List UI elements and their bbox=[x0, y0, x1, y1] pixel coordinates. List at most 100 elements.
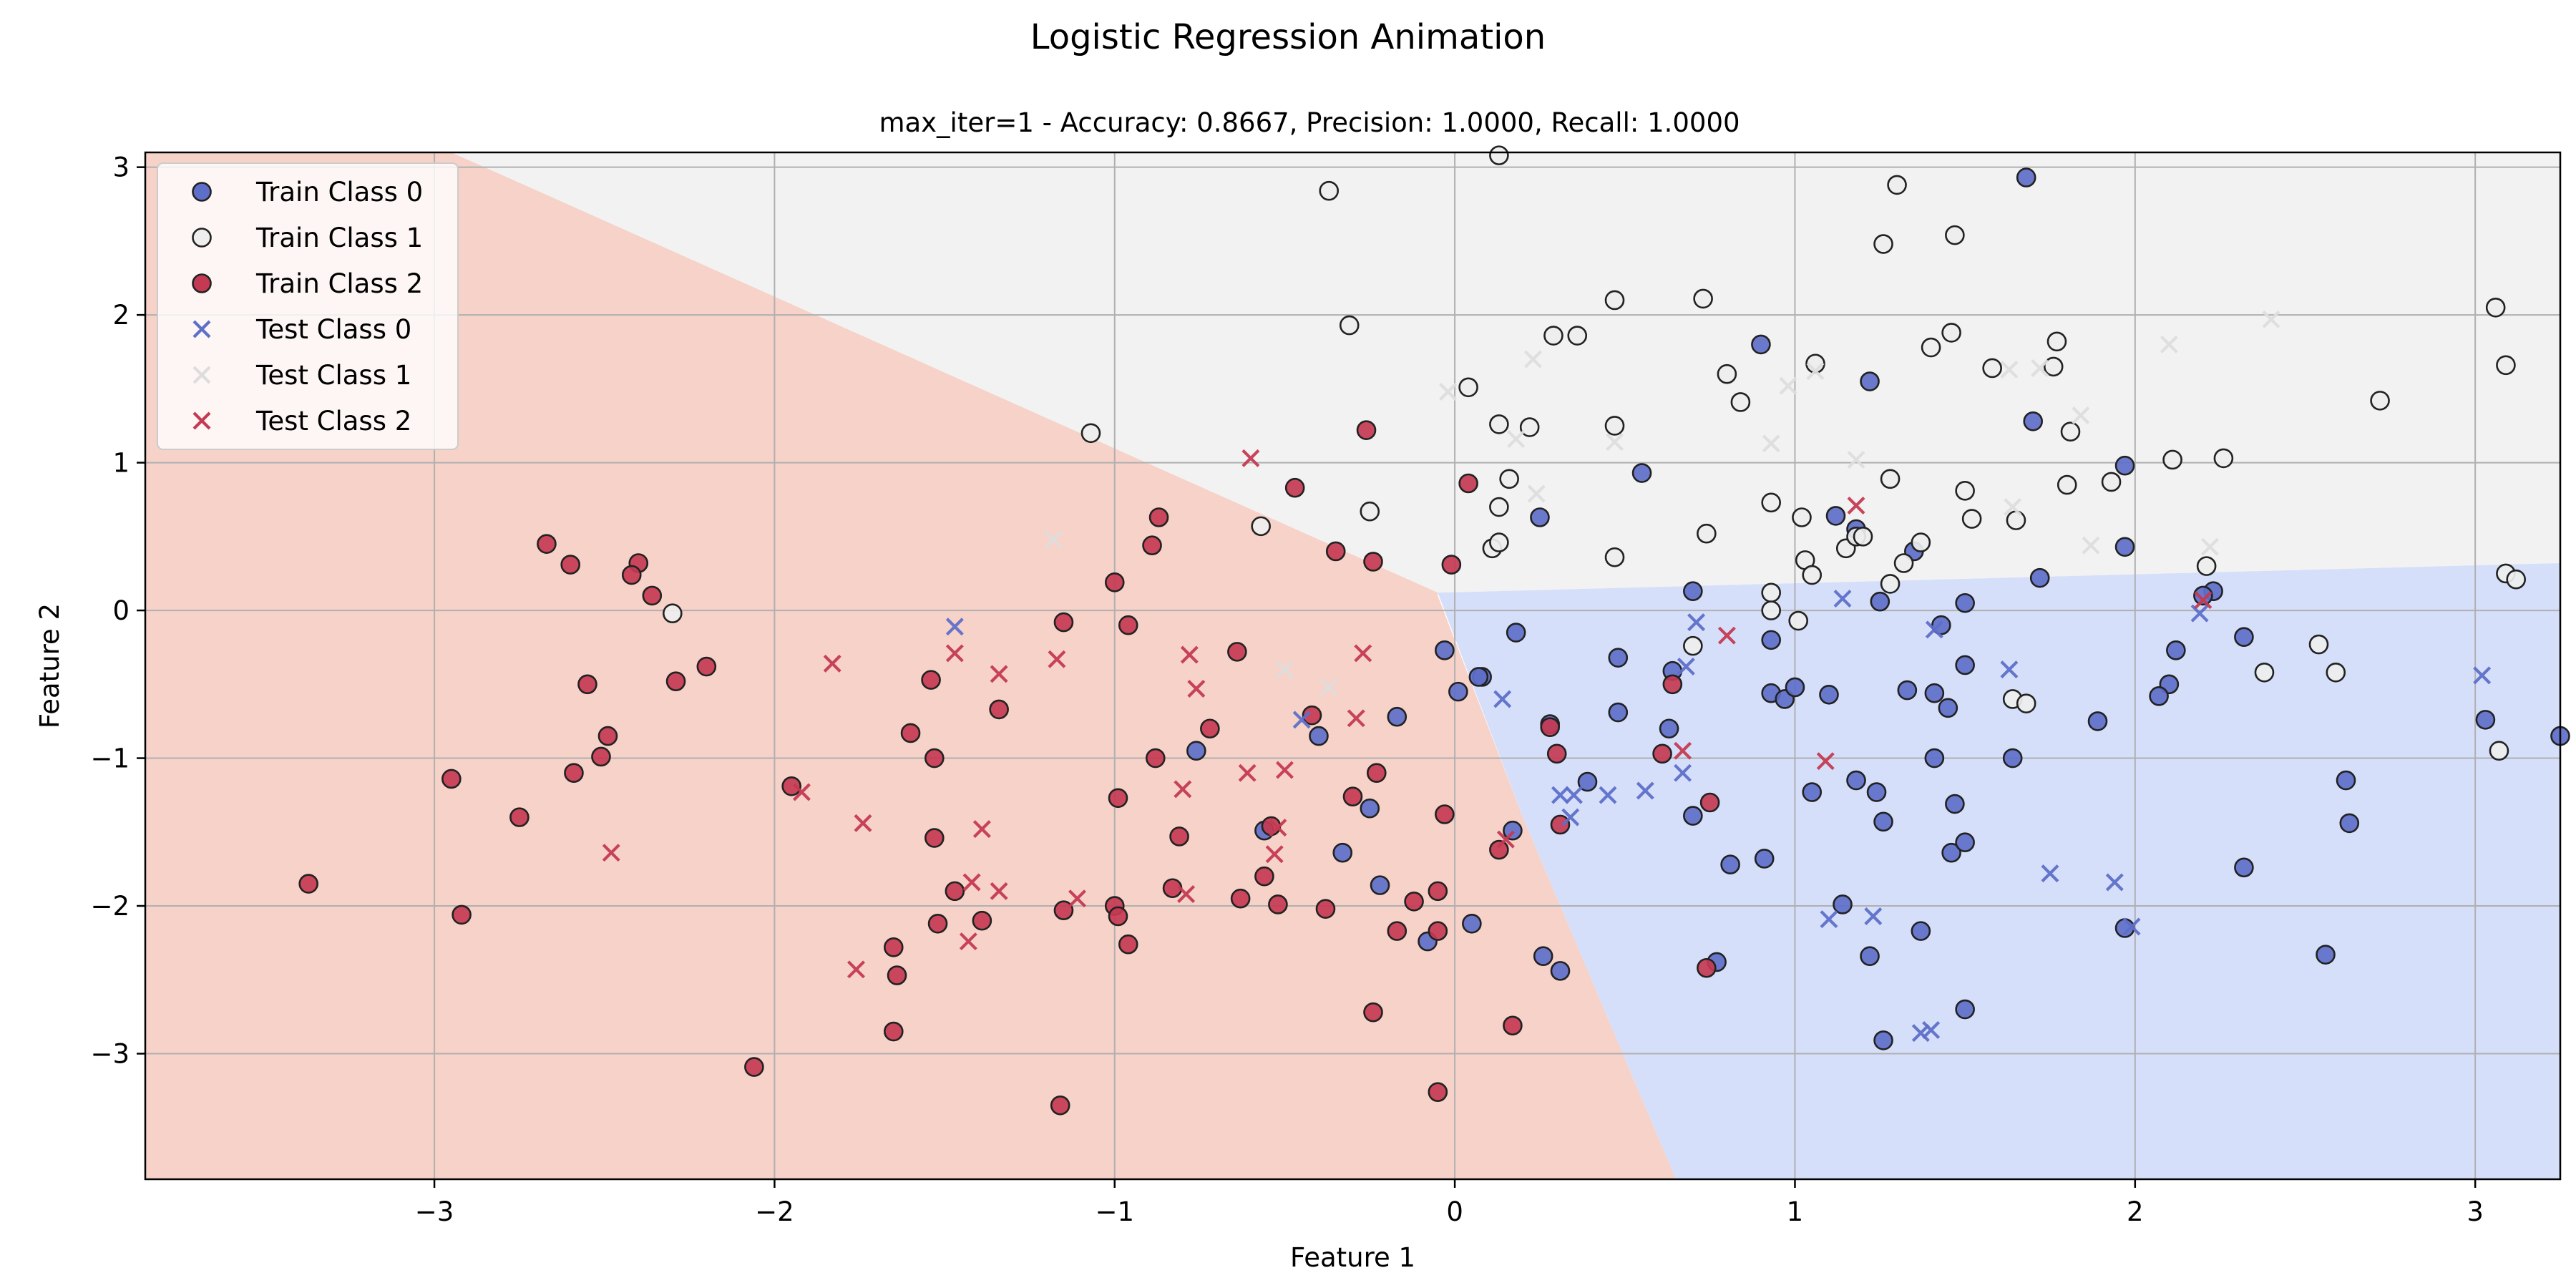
point-test-class-0 bbox=[1564, 786, 1583, 804]
axes-title: max_iter=1 - Accuracy: 0.8667, Precision… bbox=[879, 107, 1740, 138]
axes-frame bbox=[144, 151, 2562, 1181]
point-train-class-2 bbox=[1053, 900, 1074, 921]
point-test-class-1 bbox=[1439, 383, 1458, 401]
point-train-class-2 bbox=[1145, 748, 1166, 769]
point-train-class-0 bbox=[1955, 999, 1975, 1020]
point-train-class-2 bbox=[642, 585, 663, 606]
point-train-class-1 bbox=[1955, 481, 1975, 501]
point-train-class-1 bbox=[2016, 693, 2036, 713]
point-test-class-2 bbox=[1241, 449, 1260, 467]
point-test-class-0 bbox=[2105, 873, 2124, 892]
point-test-class-0 bbox=[1820, 910, 1838, 929]
point-train-class-0 bbox=[2336, 770, 2356, 791]
point-train-class-0 bbox=[1533, 946, 1553, 967]
point-train-class-1 bbox=[1604, 416, 1625, 436]
point-train-class-0 bbox=[1550, 961, 1571, 981]
point-train-class-2 bbox=[509, 807, 530, 827]
point-train-class-1 bbox=[2496, 355, 2516, 376]
point-test-class-1 bbox=[1527, 484, 1546, 503]
point-test-class-2 bbox=[1177, 885, 1196, 903]
point-train-class-1 bbox=[1543, 326, 1563, 346]
y-tick-label: 0 bbox=[112, 595, 130, 626]
point-train-class-0 bbox=[1608, 702, 1629, 723]
point-train-class-0 bbox=[1462, 913, 1482, 934]
point-train-class-2 bbox=[1550, 814, 1571, 835]
point-train-class-1 bbox=[1761, 582, 1781, 603]
y-tick-label: 1 bbox=[112, 448, 130, 479]
point-train-class-2 bbox=[1050, 1095, 1070, 1116]
point-train-class-2 bbox=[972, 910, 992, 931]
point-train-class-0 bbox=[1387, 706, 1407, 727]
y-tick-label: 2 bbox=[112, 300, 130, 331]
point-train-class-2 bbox=[1142, 535, 1162, 556]
point-train-class-0 bbox=[2114, 537, 2135, 557]
point-train-class-1 bbox=[1880, 574, 1901, 594]
point-test-class-0 bbox=[1687, 613, 1706, 632]
point-train-class-1 bbox=[1339, 315, 1360, 336]
figure-suptitle: Logistic Regression Animation bbox=[1030, 17, 1546, 57]
point-train-class-2 bbox=[1363, 1002, 1383, 1023]
decision-region-1 bbox=[145, 152, 1677, 1179]
point-train-class-2 bbox=[1104, 572, 1125, 592]
point-test-class-2 bbox=[1717, 626, 1736, 645]
point-test-class-2 bbox=[1238, 763, 1257, 782]
point-train-class-2 bbox=[1302, 705, 1322, 726]
point-train-class-2 bbox=[1356, 420, 1377, 440]
point-train-class-0 bbox=[1931, 615, 1951, 635]
point-test-class-2 bbox=[792, 783, 811, 801]
point-train-class-1 bbox=[1887, 175, 1907, 195]
point-train-class-1 bbox=[2506, 569, 2527, 590]
legend-marker bbox=[192, 182, 212, 202]
point-test-class-2 bbox=[602, 844, 620, 862]
point-train-class-0 bbox=[2114, 455, 2135, 476]
point-train-class-2 bbox=[927, 913, 948, 934]
point-train-class-0 bbox=[2339, 813, 2360, 834]
point-train-class-2 bbox=[1254, 866, 1274, 887]
point-train-class-0 bbox=[1924, 748, 1945, 769]
point-train-class-1 bbox=[2046, 331, 2067, 352]
point-train-class-0 bbox=[2234, 627, 2254, 648]
point-train-class-2 bbox=[1435, 804, 1455, 824]
point-train-class-1 bbox=[1080, 423, 1101, 444]
y-tick-label: −2 bbox=[90, 891, 130, 922]
point-train-class-1 bbox=[1921, 337, 1941, 358]
legend-label: Test Class 0 bbox=[255, 314, 411, 345]
point-train-class-2 bbox=[1366, 763, 1387, 783]
point-test-class-2 bbox=[2194, 591, 2212, 610]
point-train-class-0 bbox=[1860, 371, 1880, 391]
point-test-class-0 bbox=[1493, 690, 1512, 708]
point-train-class-1 bbox=[2370, 391, 2390, 411]
point-train-class-0 bbox=[1683, 806, 1703, 826]
point-train-class-0 bbox=[1435, 640, 1455, 660]
point-test-class-0 bbox=[1925, 620, 1943, 639]
point-train-class-1 bbox=[1499, 469, 1519, 489]
point-train-class-2 bbox=[1458, 473, 1478, 494]
legend-marker bbox=[192, 273, 212, 293]
point-train-class-2 bbox=[921, 670, 941, 690]
point-test-class-2 bbox=[1187, 680, 1206, 698]
y-tick-label: −3 bbox=[90, 1038, 130, 1069]
point-train-class-2 bbox=[1662, 674, 1683, 695]
point-train-class-0 bbox=[1846, 770, 1866, 791]
point-test-class-1 bbox=[2000, 361, 2019, 379]
point-test-class-0 bbox=[1911, 1024, 1930, 1043]
point-train-class-2 bbox=[560, 555, 580, 575]
point-train-class-1 bbox=[1761, 600, 1781, 620]
point-test-class-1 bbox=[2072, 406, 2090, 425]
point-test-class-0 bbox=[2122, 917, 2141, 936]
point-train-class-1 bbox=[2057, 474, 2077, 495]
legend-marker bbox=[192, 411, 211, 430]
point-train-class-0 bbox=[1924, 683, 1945, 703]
point-train-class-1 bbox=[2162, 449, 2182, 470]
point-train-class-2 bbox=[1118, 615, 1138, 635]
legend: Train Class 0 Train Class 1 Train Class 2 T… bbox=[157, 162, 459, 450]
point-train-class-0 bbox=[1683, 581, 1703, 602]
point-train-class-1 bbox=[2196, 556, 2217, 576]
point-train-class-1 bbox=[662, 603, 683, 624]
point-train-class-0 bbox=[1860, 946, 1880, 967]
point-train-class-0 bbox=[2316, 945, 2336, 965]
point-test-class-2 bbox=[972, 820, 991, 839]
point-train-class-0 bbox=[2149, 686, 2169, 706]
point-test-class-0 bbox=[2041, 864, 2059, 883]
